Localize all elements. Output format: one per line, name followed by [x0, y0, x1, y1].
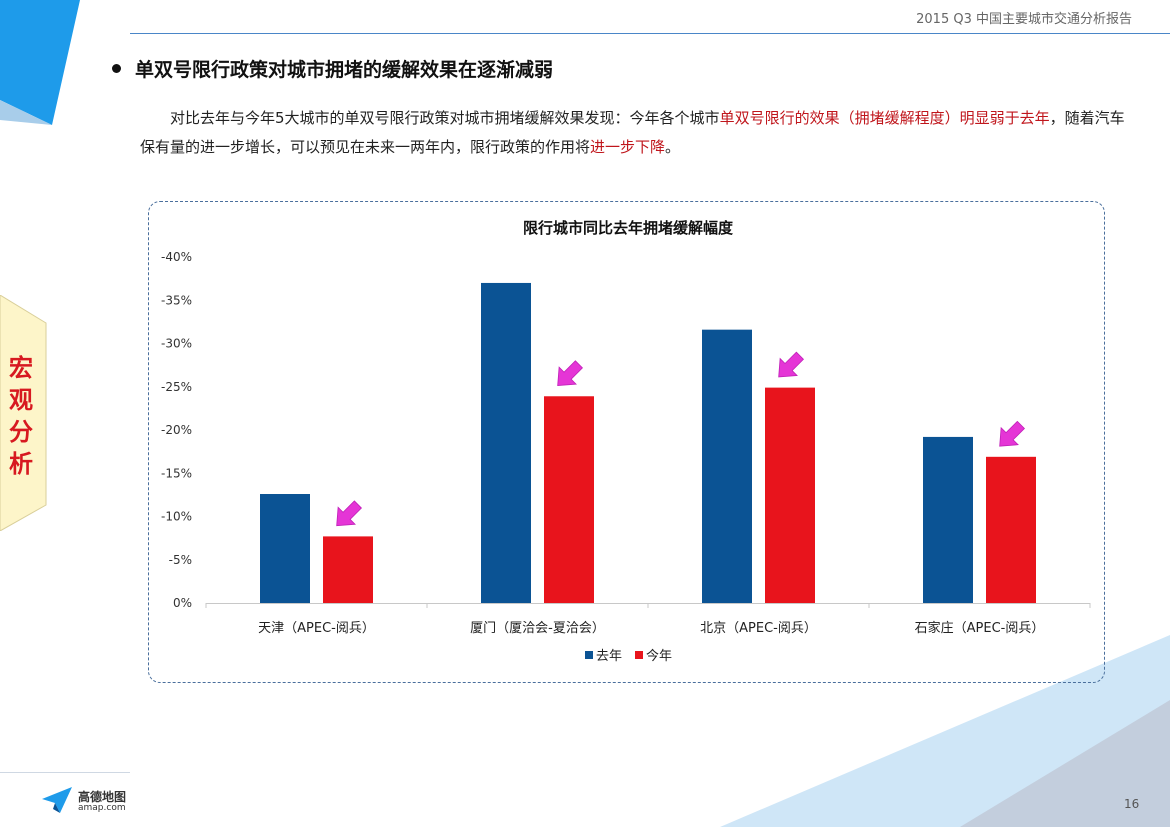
summary-paragraph: 对比去年与今年5大城市的单双号限行政策对城市拥堵缓解效果发现：今年各个城市单双号…	[140, 104, 1125, 162]
x-tick-label: 天津（APEC-阅兵）	[258, 621, 375, 636]
down-arrow-icon	[999, 420, 1026, 447]
y-tick-label: -40%	[161, 250, 192, 264]
bar-last-year	[923, 436, 973, 603]
legend-swatch	[585, 651, 593, 659]
y-tick-label: -20%	[161, 423, 192, 437]
header-divider	[130, 33, 1170, 34]
legend-label: 今年	[646, 648, 672, 664]
footer-divider	[0, 772, 130, 773]
legend-label: 去年	[596, 649, 622, 664]
corner-decoration	[0, 0, 80, 125]
para-text-2: ，随着汽车保有量的进一步增长，可以预见在未来一两年内，限行政策的作用将	[140, 109, 1125, 156]
headline-text: 单双号限行政策对城市拥堵的缓解效果在逐渐减弱	[135, 59, 554, 81]
down-arrow-icon	[778, 351, 805, 378]
down-arrow-icon	[557, 360, 584, 387]
bar-this-year	[544, 396, 594, 603]
y-tick-label: -35%	[161, 293, 192, 307]
bar-this-year	[323, 536, 373, 603]
x-tick-label: 石家庄（APEC-阅兵）	[915, 620, 1045, 636]
side-tab	[0, 295, 47, 531]
para-highlight-2: 进一步下降	[590, 138, 666, 156]
bar-last-year	[481, 282, 531, 603]
bar-last-year	[702, 329, 752, 603]
y-tick-label: -5%	[169, 553, 192, 567]
page-number: 16	[1124, 797, 1140, 811]
down-arrow-icon	[336, 500, 363, 527]
bullet-icon	[112, 64, 121, 73]
headline: 单双号限行政策对城市拥堵的缓解效果在逐渐减弱	[112, 55, 553, 82]
bar-this-year	[765, 387, 815, 603]
chart-frame	[148, 201, 1105, 683]
legend-swatch	[635, 651, 643, 659]
bar-last-year	[260, 494, 310, 603]
y-tick-label: -15%	[161, 466, 192, 480]
y-tick-label: -10%	[161, 510, 192, 524]
amap-logo-icon	[42, 787, 72, 813]
y-tick-label: -30%	[161, 337, 192, 351]
logo-name: 高德地图	[78, 790, 127, 804]
report-title: 2015 Q3 中国主要城市交通分析报告	[916, 12, 1132, 27]
x-tick-label: 厦门（厦洽会-夏洽会）	[470, 621, 605, 636]
y-tick-label: -25%	[161, 380, 192, 394]
y-tick-label: 0%	[173, 596, 192, 610]
para-text-1: 对比去年与今年5大城市的单双号限行政策对城市拥堵缓解效果发现：今年各个城市	[170, 109, 720, 127]
chart-title: 限行城市同比去年拥堵缓解幅度	[523, 219, 734, 237]
logo-subtitle: amap.com	[78, 803, 126, 813]
para-highlight-1: 单双号限行的效果（拥堵缓解程度）明显弱于去年	[719, 109, 1050, 127]
x-tick-label: 北京（APEC-阅兵）	[700, 621, 817, 636]
side-tab-label: 宏观分析	[9, 354, 33, 478]
para-text-3: 。	[665, 138, 681, 156]
bar-this-year	[986, 456, 1036, 603]
